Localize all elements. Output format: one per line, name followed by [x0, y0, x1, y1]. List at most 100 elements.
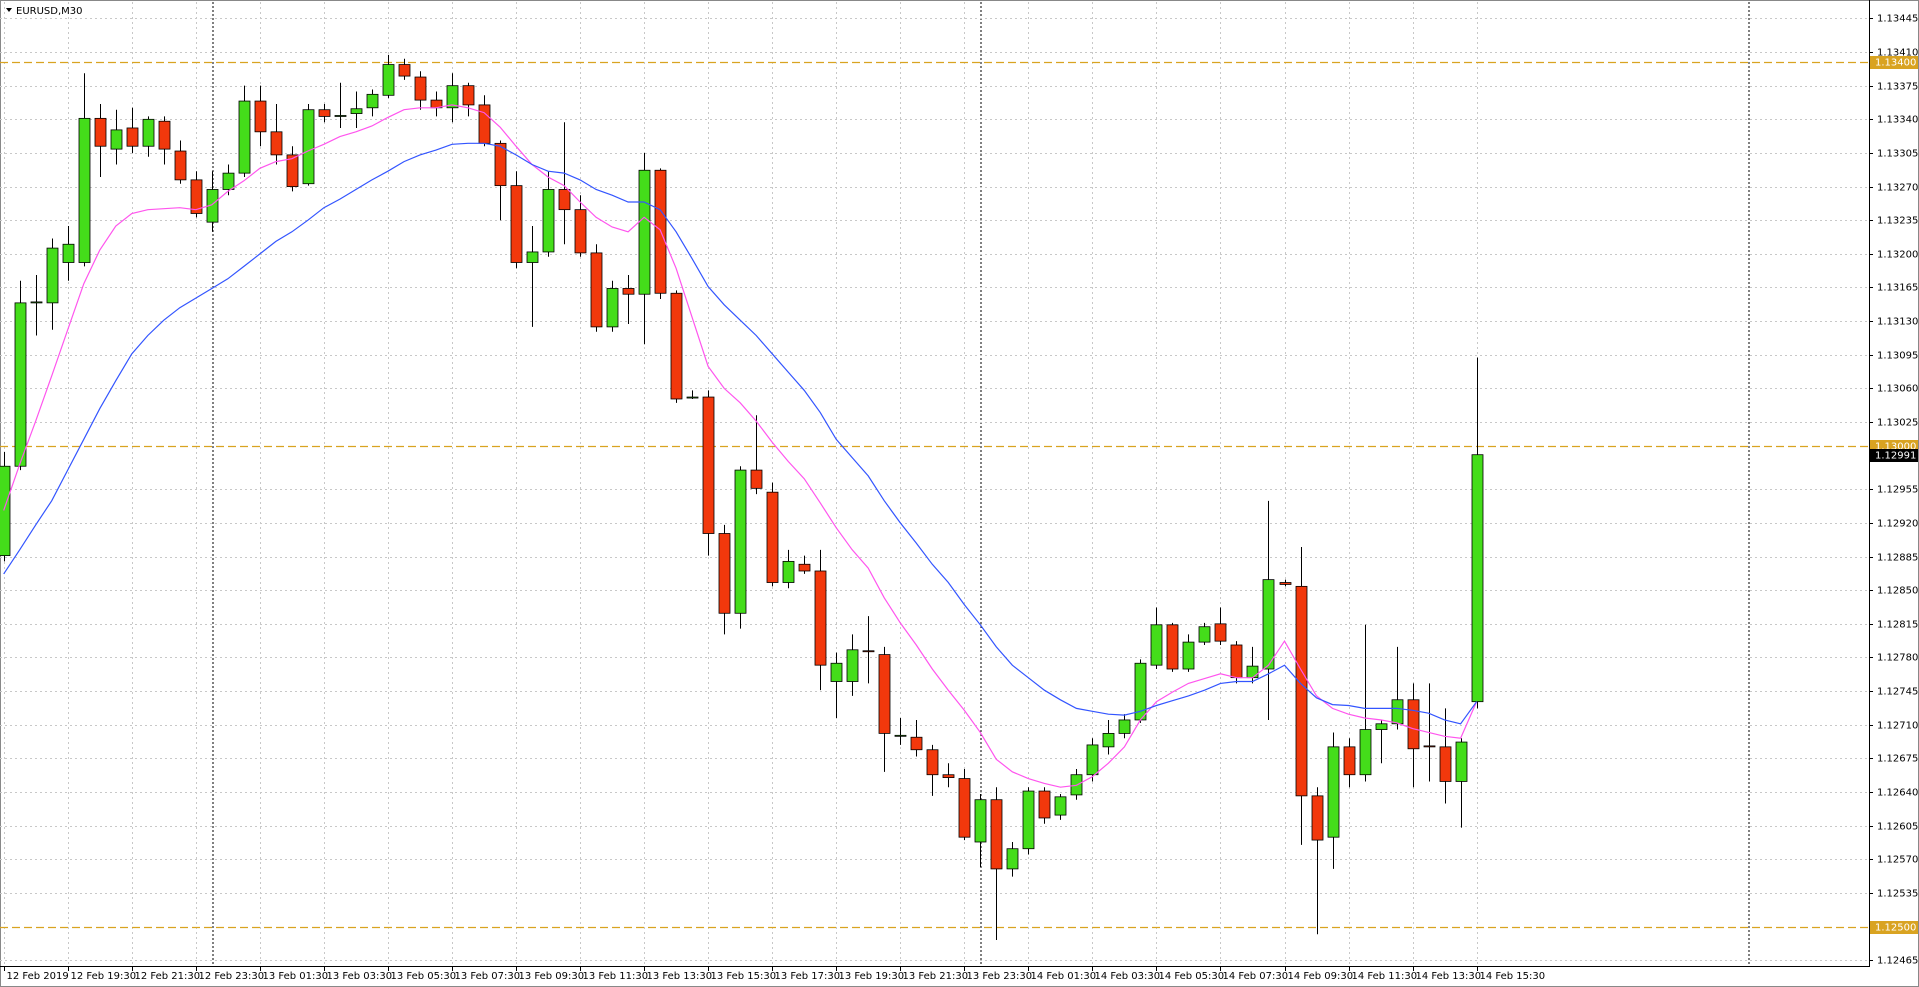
candle-body — [94, 117, 107, 147]
candle-body — [1102, 732, 1115, 748]
y-tick-label: 1.13375 — [1877, 82, 1918, 93]
candle-body — [670, 292, 683, 400]
y-tick-label: 1.13060 — [1877, 384, 1918, 395]
y-tick-label: 1.13165 — [1877, 283, 1918, 294]
candle-body — [78, 117, 91, 263]
x-tick-label: 14 Feb 07:30 — [1223, 971, 1289, 982]
candle-body — [1279, 582, 1292, 585]
candle-body — [1439, 746, 1452, 782]
candle-body — [462, 85, 475, 106]
candle-body — [270, 131, 283, 156]
candle-body — [1407, 699, 1420, 750]
candle-body — [190, 179, 203, 214]
candle-body — [622, 288, 635, 295]
candle-body — [318, 109, 331, 117]
candle-body — [142, 118, 155, 147]
candle-body — [1150, 624, 1163, 666]
candle-body — [1471, 454, 1484, 703]
candle-body — [1311, 795, 1324, 841]
candle-body — [990, 799, 1003, 870]
x-tick-label: 13 Feb 23:30 — [967, 971, 1033, 982]
candle-body — [334, 115, 347, 117]
candle-body — [1118, 719, 1131, 734]
moving-average — [3, 104, 1478, 788]
y-tick-label: 1.12850 — [1877, 586, 1918, 597]
candle-body — [30, 301, 43, 304]
candle-body — [1391, 699, 1404, 725]
candle-body — [0, 465, 11, 557]
last-price-label: 1.12991 — [1875, 451, 1916, 462]
x-tick-label: 14 Feb 09:30 — [1288, 971, 1354, 982]
candle-body — [286, 154, 299, 187]
candle-body — [590, 252, 603, 328]
y-tick-label: 1.12920 — [1877, 519, 1918, 530]
candle-body — [158, 120, 171, 150]
candle-body — [62, 243, 75, 263]
axis: 1.13445 1.13410 1.13375 1.13340 1.13305 1.132… — [4, 14, 1918, 982]
y-tick-label: 1.13305 — [1877, 149, 1918, 160]
level-tag — [1870, 921, 1918, 934]
candle-body — [1455, 741, 1468, 782]
candle-body — [1022, 790, 1035, 850]
candle-body — [1054, 796, 1067, 816]
y-tick-label: 1.12640 — [1877, 788, 1918, 799]
candle-body — [478, 104, 491, 144]
x-tick-label: 14 Feb 11:30 — [1352, 971, 1418, 982]
x-tick-label: 13 Feb 17:30 — [775, 971, 841, 982]
symbol-title: EURUSD,M30 — [16, 6, 82, 17]
candle-body — [702, 396, 715, 534]
level-tag — [1870, 56, 1918, 69]
menu-arrow[interactable] — [6, 8, 12, 12]
x-tick-label: 12 Feb 19:30 — [71, 971, 137, 982]
y-tick-label: 1.12745 — [1877, 687, 1918, 698]
candle-body — [558, 189, 571, 211]
x-tick-label: 14 Feb 15:30 — [1480, 971, 1546, 982]
candle-body — [830, 662, 843, 682]
candle-body — [46, 247, 59, 304]
candle-body — [1038, 790, 1051, 819]
candle-body — [1359, 729, 1372, 776]
y-tick-label: 1.13235 — [1877, 216, 1918, 227]
candle-body — [862, 650, 875, 653]
y-tick-label: 1.13200 — [1877, 250, 1918, 261]
candle-body — [782, 560, 795, 583]
candle-body — [398, 64, 411, 77]
y-tick-label: 1.12570 — [1877, 855, 1918, 866]
y-tick-label: 1.13340 — [1877, 115, 1918, 126]
x-tick-label: 13 Feb 21:30 — [903, 971, 969, 982]
y-tick-label: 1.13270 — [1877, 183, 1918, 194]
candle-body — [510, 185, 523, 263]
y-tick-label: 1.13130 — [1877, 317, 1918, 328]
candle-body — [174, 150, 187, 181]
x-tick-label: 12 Feb 23:30 — [199, 971, 265, 982]
level-tag-label: 1.13400 — [1875, 58, 1916, 69]
candle-body — [238, 100, 251, 174]
x-tick-label: 13 Feb 07:30 — [455, 971, 521, 982]
y-tick-label: 1.12885 — [1877, 553, 1918, 564]
candle-body — [1262, 579, 1275, 670]
y-tick-label: 1.12675 — [1877, 754, 1918, 765]
x-tick-label: 14 Feb 13:30 — [1416, 971, 1482, 982]
candle-body — [366, 93, 379, 109]
level-tag-label: 1.12500 — [1875, 923, 1916, 934]
candle-body — [718, 533, 731, 614]
candle-body — [1343, 746, 1356, 776]
candle-body — [222, 172, 235, 190]
candle-body — [974, 799, 987, 843]
x-tick-label: 12 Feb 2019 — [7, 971, 69, 982]
y-tick-label: 1.12465 — [1877, 956, 1918, 967]
y-tick-label: 1.13445 — [1877, 14, 1918, 25]
y-tick-label: 1.13025 — [1877, 418, 1918, 429]
candle-body — [1166, 624, 1179, 670]
candle-body — [110, 129, 123, 150]
moving-average — [3, 142, 1478, 725]
candle-body — [798, 563, 811, 572]
candle-body — [574, 209, 587, 254]
candle-body — [606, 288, 619, 328]
candle-body — [494, 142, 507, 187]
candle-body — [14, 302, 27, 467]
candle-body — [446, 85, 459, 109]
x-tick-label: 12 Feb 21:30 — [135, 971, 201, 982]
